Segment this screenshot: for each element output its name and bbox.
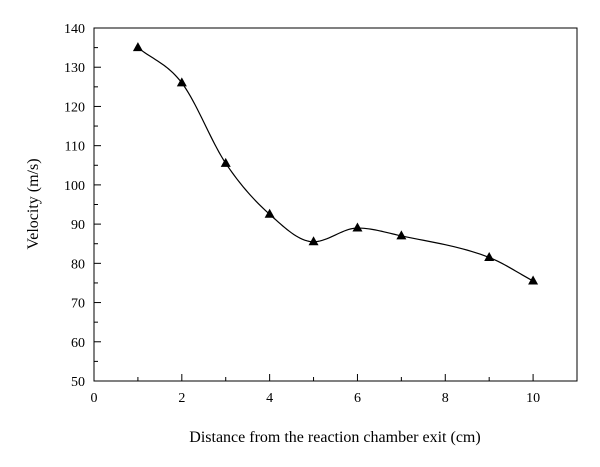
data-point-marker — [132, 42, 143, 52]
y-tick-label: 100 — [64, 179, 85, 194]
data-point-marker — [176, 77, 187, 87]
y-axis-label: Velocity (m/s) — [25, 158, 42, 249]
data-point-marker — [264, 208, 275, 218]
x-tick-label: 6 — [354, 391, 361, 406]
data-point-marker — [352, 222, 363, 232]
x-axis-label: Distance from the reaction chamber exit … — [189, 429, 480, 446]
fit-curve — [137, 47, 534, 282]
y-tick-label: 120 — [64, 100, 85, 115]
x-axis-ticks: 0 2 4 6 8 10 — [91, 374, 578, 406]
y-tick-label: 60 — [71, 336, 85, 351]
y-tick-label: 110 — [65, 140, 85, 155]
y-tick-label: 70 — [71, 297, 85, 312]
data-point-marker — [396, 230, 407, 240]
x-tick-label: 8 — [442, 391, 449, 406]
x-tick-label: 2 — [178, 391, 185, 406]
data-point-marker — [220, 157, 231, 167]
x-tick-label: 0 — [91, 391, 98, 406]
x-tick-label: 10 — [526, 391, 540, 406]
y-tick-label: 50 — [71, 375, 85, 390]
y-tick-label: 140 — [64, 22, 85, 37]
x-tick-label: 4 — [266, 391, 273, 406]
data-markers — [132, 42, 539, 285]
data-point-marker — [528, 275, 539, 285]
plot-frame — [93, 27, 578, 382]
y-tick-label: 130 — [64, 61, 85, 76]
y-axis-ticks: 50 60 70 80 90 100 110 120 130 140 — [64, 22, 101, 390]
y-tick-label: 90 — [71, 218, 85, 233]
data-point-marker — [484, 251, 495, 261]
data-point-marker — [308, 236, 319, 246]
y-tick-label: 80 — [71, 257, 85, 272]
